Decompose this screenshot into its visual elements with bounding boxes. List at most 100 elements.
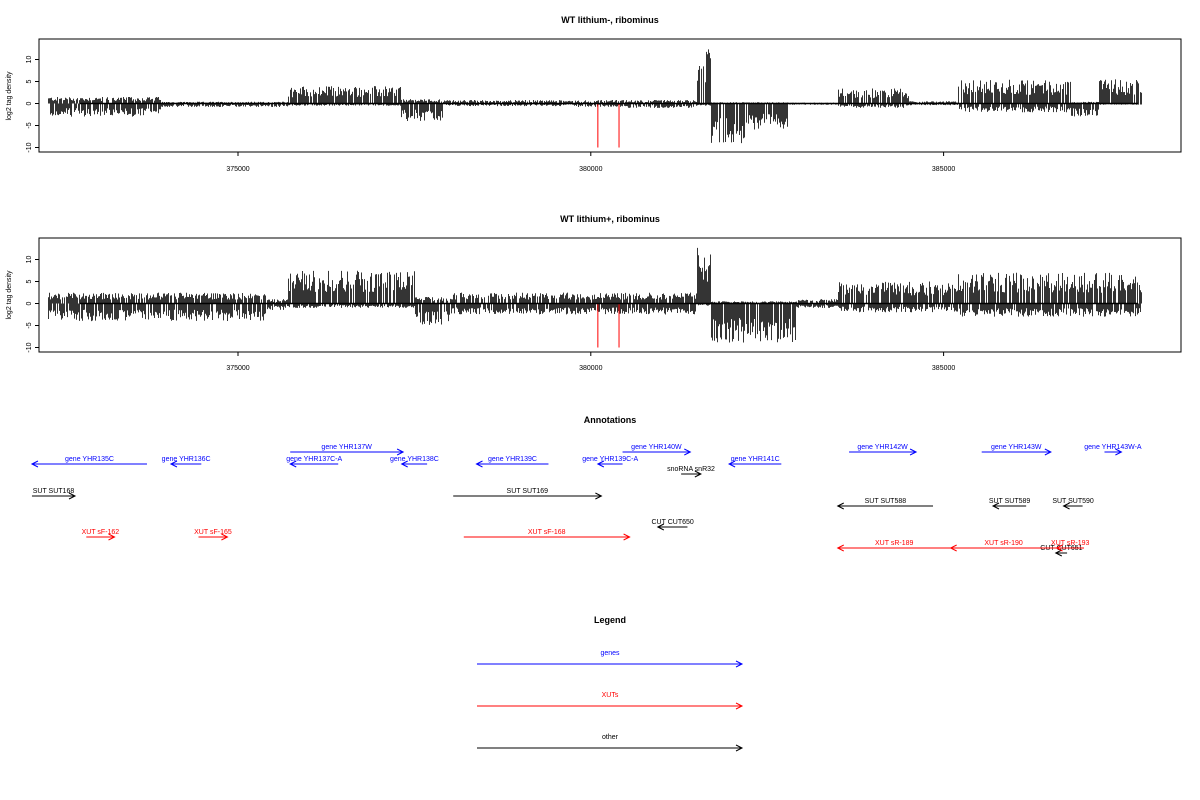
feature-label: SUT SUT589 bbox=[989, 498, 1031, 505]
feature-label: SUT SUT590 bbox=[1052, 498, 1094, 505]
feature-label: gene YHR137C-A bbox=[286, 456, 342, 463]
annotation-feature: gene YHR141C bbox=[727, 456, 782, 468]
track-1-y-axis: -10 -5 0 5 10 bbox=[26, 56, 40, 153]
x-tick-label: 380000 bbox=[579, 166, 602, 173]
legend-item: genes bbox=[477, 650, 744, 668]
feature-arrow-head bbox=[727, 460, 736, 468]
feature-arrow-head bbox=[1044, 448, 1052, 456]
annotation-feature: XUT sR-190 bbox=[949, 540, 1057, 552]
feature-label: gene YHR140W bbox=[631, 444, 682, 451]
feature-arrow-head bbox=[836, 544, 844, 552]
annotation-feature: SUT SUT169 bbox=[453, 488, 603, 500]
track-2-markers bbox=[597, 303, 620, 348]
feature-arrow-head bbox=[221, 533, 229, 541]
y-tick-label: 0 bbox=[26, 301, 33, 305]
legend-items: genes XUTs other bbox=[477, 650, 744, 752]
feature-arrow-head bbox=[475, 460, 483, 468]
feature-label: CUT CUT650 bbox=[652, 519, 694, 526]
feature-arrow-head bbox=[623, 533, 631, 541]
track-1-x-axis: 375000 380000 385000 bbox=[226, 152, 955, 173]
track-1-markers bbox=[597, 103, 620, 148]
feature-arrow-head bbox=[684, 448, 692, 456]
track-2-bars bbox=[48, 247, 1142, 343]
x-tick-label: 385000 bbox=[932, 365, 955, 372]
feature-label: gene YHR137W bbox=[321, 444, 372, 451]
annotation-feature: CUT CUT650 bbox=[652, 519, 694, 531]
x-tick-label: 375000 bbox=[226, 166, 249, 173]
y-tick-label: 5 bbox=[26, 279, 33, 283]
feature-arrow-head bbox=[1062, 502, 1070, 510]
annotation-feature: gene YHR140W bbox=[622, 444, 692, 456]
annotation-feature: gene YHR139C bbox=[475, 456, 549, 468]
feature-label: XUT sR-190 bbox=[984, 540, 1022, 547]
annotation-feature: XUT sF-162 bbox=[82, 529, 120, 541]
y-tick-label: -10 bbox=[26, 142, 33, 152]
annotation-feature: XUT sF-165 bbox=[194, 529, 232, 541]
feature-label: gene YHR142W bbox=[857, 444, 908, 451]
legend-item: XUTs bbox=[477, 692, 744, 710]
feature-label: gene YHR143W-A bbox=[1084, 444, 1142, 451]
annotation-feature: gene YHR135C bbox=[30, 456, 147, 468]
feature-label: gene YHR141C bbox=[731, 456, 780, 463]
legend-panel: Legend genes XUTs other bbox=[477, 615, 744, 752]
y-tick-label: 10 bbox=[26, 256, 33, 264]
feature-arrow-head bbox=[289, 460, 297, 468]
feature-label: XUT sF-162 bbox=[82, 529, 120, 536]
annotation-feature: snoRNA snR32 bbox=[667, 466, 715, 478]
feature-arrow-head bbox=[396, 448, 405, 456]
y-tick-label: -5 bbox=[26, 122, 33, 128]
feature-label: SUT SUT168 bbox=[33, 488, 75, 495]
annotation-feature: SUT SUT589 bbox=[989, 498, 1031, 510]
feature-label: XUT sR-193 bbox=[1051, 540, 1089, 547]
annotations-title: Annotations bbox=[584, 415, 637, 425]
annotation-feature: SUT SUT590 bbox=[1052, 498, 1094, 510]
feature-arrow-head bbox=[836, 502, 844, 510]
legend-arrow-head bbox=[735, 702, 744, 710]
feature-arrow-head bbox=[169, 460, 178, 468]
feature-arrow-head bbox=[909, 448, 918, 456]
annotation-feature: gene YHR142W bbox=[849, 444, 918, 456]
track-2-title: WT lithium+, ribominus bbox=[560, 214, 660, 224]
track-panel-1: WT lithium-, ribominus log2 tag density … bbox=[6, 15, 1182, 173]
track-2-x-axis: 375000 380000 385000 bbox=[226, 352, 955, 372]
feature-arrow-head bbox=[595, 492, 603, 500]
feature-arrow-head bbox=[400, 460, 408, 468]
annotation-feature: XUT sF-168 bbox=[463, 529, 631, 541]
feature-label: gene YHR139C-A bbox=[582, 456, 638, 463]
legend-item: other bbox=[477, 734, 744, 752]
feature-arrow-head bbox=[596, 460, 605, 468]
x-tick-label: 385000 bbox=[932, 166, 955, 173]
feature-label: SUT SUT588 bbox=[865, 498, 907, 505]
feature-arrow-head bbox=[656, 523, 665, 531]
feature-label: gene YHR136C bbox=[162, 456, 211, 463]
track-1-title: WT lithium-, ribominus bbox=[561, 15, 659, 25]
y-tick-label: -5 bbox=[26, 322, 33, 328]
track-2-y-axis: -10 -5 0 5 10 bbox=[26, 256, 40, 353]
feature-label: XUT sR-189 bbox=[875, 540, 913, 547]
annotation-feature: gene YHR136C bbox=[162, 456, 211, 468]
feature-arrow-head bbox=[108, 533, 116, 541]
annotation-feature: gene YHR143W-A bbox=[1084, 444, 1142, 456]
feature-arrow-head bbox=[991, 502, 1000, 510]
annotation-feature: XUT sR-193 bbox=[1051, 540, 1090, 552]
annotation-feature: gene YHR143W bbox=[981, 444, 1052, 456]
legend-label: genes bbox=[600, 650, 620, 657]
annotations-panel: Annotations gene YHR135C gene YHR136C gene… bbox=[30, 415, 1142, 557]
feature-arrow-head bbox=[1054, 549, 1063, 557]
legend-title: Legend bbox=[594, 615, 626, 625]
annotation-feature: SUT SUT588 bbox=[836, 498, 934, 510]
feature-arrow-head bbox=[1115, 448, 1123, 456]
feature-arrow-head bbox=[30, 460, 39, 468]
annotation-feature: XUT sR-189 bbox=[836, 540, 951, 552]
legend-label: other bbox=[602, 734, 619, 741]
x-tick-label: 380000 bbox=[579, 365, 602, 372]
feature-label: gene YHR138C bbox=[390, 456, 439, 463]
feature-label: XUT sF-165 bbox=[194, 529, 232, 536]
feature-label: gene YHR143W bbox=[991, 444, 1042, 451]
feature-label: SUT SUT169 bbox=[507, 488, 549, 495]
feature-arrow-head bbox=[949, 544, 957, 552]
annotation-feature: gene YHR137C-A bbox=[286, 456, 342, 468]
feature-label: gene YHR135C bbox=[65, 456, 114, 463]
annotation-feature: gene YHR138C bbox=[390, 456, 439, 468]
